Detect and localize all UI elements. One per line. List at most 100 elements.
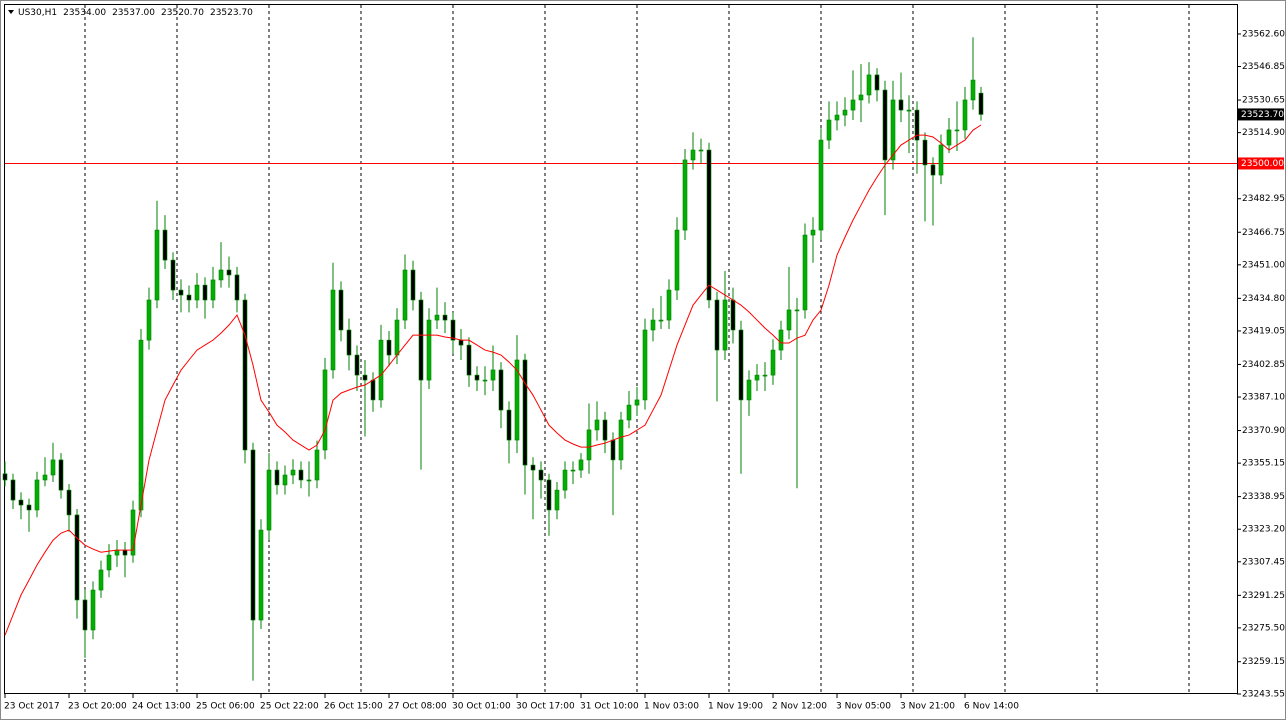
- candle-body: [690, 149, 696, 161]
- y-tick-label: 23482.95: [1242, 194, 1285, 204]
- header-value: 23520.70: [161, 8, 204, 18]
- candle-body: [954, 129, 960, 132]
- candle-body: [682, 159, 688, 231]
- candle-body: [234, 274, 240, 301]
- y-tick-label: 23419.05: [1242, 326, 1285, 336]
- candle-body: [506, 409, 512, 441]
- x-tick-label: 25 Oct 06:00: [196, 702, 255, 712]
- candle-body: [18, 499, 24, 506]
- y-tick-label: 23370.90: [1242, 426, 1285, 436]
- candle-body: [90, 589, 96, 631]
- candle-body: [578, 459, 584, 471]
- candle-body: [530, 464, 536, 471]
- candle-body: [402, 269, 408, 321]
- candle-body: [434, 314, 440, 321]
- x-tick-label: 3 Nov 05:00: [836, 702, 891, 712]
- candle-body: [946, 129, 952, 146]
- header-value: 23537.00: [112, 8, 155, 18]
- candle-body: [426, 319, 432, 381]
- x-tick-label: 30 Oct 17:00: [516, 702, 575, 712]
- candle-body: [778, 329, 784, 351]
- candle-body: [122, 549, 128, 556]
- candle-body: [378, 339, 384, 401]
- candle-body: [978, 92, 984, 115]
- candle-body: [50, 459, 56, 476]
- candle-body: [42, 474, 48, 481]
- candle-body: [522, 359, 528, 466]
- candle-body: [762, 374, 768, 377]
- candle-body: [882, 89, 888, 161]
- x-tick-label: 23 Oct 20:00: [68, 702, 127, 712]
- x-tick-label: 6 Nov 14:00: [964, 702, 1019, 712]
- candle-body: [810, 229, 816, 236]
- candle-body: [146, 299, 152, 341]
- candle-body: [394, 319, 400, 356]
- candle-body: [674, 229, 680, 291]
- candle-body: [466, 344, 472, 376]
- candle-body: [634, 399, 640, 406]
- hline-label: 23500.00: [1241, 159, 1284, 169]
- candle-body: [306, 479, 312, 482]
- candle-body: [802, 234, 808, 311]
- candle-body: [10, 479, 16, 501]
- candle-body: [818, 139, 824, 231]
- candle-body: [474, 374, 480, 381]
- x-tick-label: 1 Nov 03:00: [644, 702, 699, 712]
- y-tick-label: 23338.95: [1242, 492, 1285, 502]
- candle-body: [698, 149, 704, 152]
- candle-body: [930, 164, 936, 176]
- candle-body: [570, 469, 576, 472]
- candle-body: [386, 339, 392, 356]
- candle-body: [970, 79, 976, 101]
- candle-body: [370, 379, 376, 401]
- candle-body: [322, 369, 328, 451]
- candle-body: [842, 109, 848, 116]
- menu-arrow[interactable]: [8, 10, 14, 14]
- current-price-label: 23523.70: [1241, 110, 1284, 120]
- candle-body: [562, 469, 568, 491]
- candle-body: [66, 489, 72, 516]
- x-tick-label: 25 Oct 22:00: [260, 702, 319, 712]
- candle-body: [362, 374, 368, 381]
- y-tick-label: 23307.45: [1242, 557, 1285, 567]
- candle-body: [594, 419, 600, 431]
- candle-body: [826, 119, 832, 141]
- y-tick-label: 23466.75: [1242, 228, 1285, 238]
- x-tick-label: 31 Oct 10:00: [580, 702, 639, 712]
- candle-body: [794, 309, 800, 312]
- candle-body: [890, 99, 896, 161]
- y-tick-label: 23562.60: [1242, 29, 1285, 39]
- candle-body: [498, 369, 504, 411]
- candle-body: [914, 109, 920, 141]
- y-tick-label: 23451.00: [1242, 260, 1285, 270]
- y-tick-label: 23402.85: [1242, 360, 1285, 370]
- candle-body: [266, 469, 272, 531]
- candle-body: [346, 329, 352, 356]
- x-tick-label: 26 Oct 15:00: [324, 702, 383, 712]
- candle-body: [714, 299, 720, 351]
- candle-body: [482, 379, 488, 382]
- y-tick-label: 23355.15: [1242, 459, 1285, 469]
- y-tick-label: 23243.55: [1242, 690, 1285, 700]
- y-tick-label: 23530.65: [1242, 96, 1285, 106]
- candle-body: [874, 74, 880, 91]
- moving-average: [4, 124, 982, 636]
- candle-body: [866, 74, 872, 96]
- candle-body: [354, 354, 360, 376]
- candle-body: [330, 289, 336, 371]
- candle-body: [962, 99, 968, 131]
- y-tick-label: 23514.90: [1242, 128, 1285, 138]
- candle-body: [490, 369, 496, 381]
- candle-body: [338, 289, 344, 331]
- candle-body: [290, 469, 296, 476]
- y-tick-label: 23434.80: [1242, 294, 1285, 304]
- x-tick-label: 1 Nov 19:00: [708, 702, 763, 712]
- candle-body: [770, 349, 776, 376]
- candle-body: [666, 289, 672, 321]
- candle-body: [314, 449, 320, 481]
- candle-body: [442, 314, 448, 321]
- candle-body: [786, 309, 792, 331]
- x-tick-label: 3 Nov 21:00: [900, 702, 955, 712]
- candle-body: [186, 294, 192, 301]
- candle-body: [74, 514, 80, 601]
